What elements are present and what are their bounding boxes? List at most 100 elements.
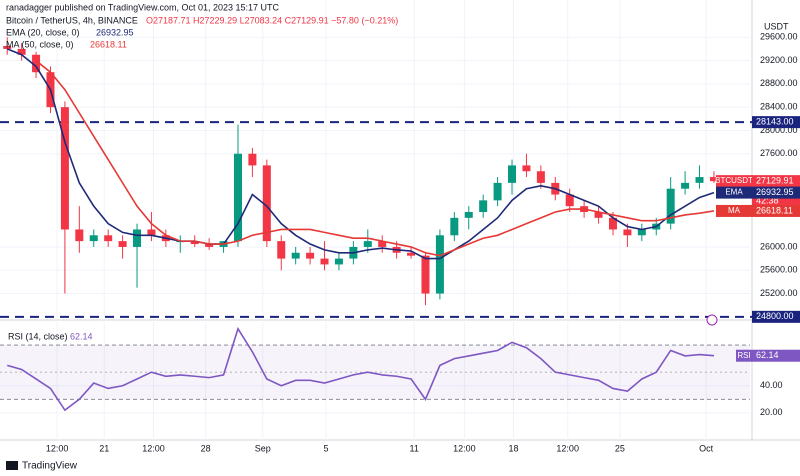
tag-name-box bbox=[716, 186, 752, 199]
candle-body bbox=[233, 153, 242, 242]
x-tick-label: 21 bbox=[99, 443, 109, 453]
candle-body bbox=[623, 229, 632, 236]
tag-timer: 42:38 bbox=[756, 196, 779, 206]
tag-name-box bbox=[716, 175, 752, 188]
candle-body bbox=[536, 171, 545, 183]
candle-body bbox=[522, 165, 531, 172]
level-tag bbox=[752, 116, 800, 129]
tag-value-box bbox=[752, 186, 800, 199]
candle-body bbox=[709, 177, 718, 182]
tag-name-box bbox=[736, 349, 752, 362]
candle-body bbox=[205, 244, 214, 247]
candle-body bbox=[17, 48, 26, 55]
y-tick-label: 28800.00 bbox=[760, 78, 798, 88]
tag-value-box bbox=[752, 349, 800, 362]
candle-body bbox=[118, 241, 127, 247]
ma-legend-value: 26618.11 bbox=[90, 39, 127, 49]
y-tick-label: 26000.00 bbox=[760, 241, 798, 251]
candle-body bbox=[695, 177, 704, 183]
tag-name: EMA bbox=[725, 188, 743, 197]
y-tick-label: 29200.00 bbox=[760, 55, 798, 65]
candle-body bbox=[248, 153, 257, 166]
candle-body bbox=[334, 258, 343, 265]
tag-name: MA bbox=[728, 206, 741, 215]
candle-body bbox=[479, 200, 488, 212]
logo-text: TradingView bbox=[22, 461, 78, 472]
candle-body bbox=[608, 217, 617, 230]
level-tag bbox=[752, 310, 800, 323]
rsi-line bbox=[6, 326, 715, 412]
candle-body bbox=[378, 241, 387, 247]
tag-value-box bbox=[752, 204, 800, 217]
candle-body bbox=[407, 252, 416, 256]
candle-body bbox=[565, 194, 574, 207]
candle-body bbox=[508, 165, 517, 183]
rsi-legend: RSI (14, close) bbox=[8, 331, 68, 341]
candle-body bbox=[450, 217, 459, 236]
y-tick-label: 27600.00 bbox=[760, 148, 798, 158]
candle-body bbox=[681, 182, 690, 189]
candle-body bbox=[306, 252, 315, 259]
symbol: Bitcoin / TetherUS, 4h, BINANCE bbox=[6, 15, 138, 25]
candle-body bbox=[32, 54, 41, 73]
level-label: 24800.00 bbox=[756, 311, 794, 321]
candle-body bbox=[421, 255, 430, 294]
candle-body bbox=[133, 229, 142, 247]
y-tick-label: 20.00 bbox=[760, 407, 783, 417]
x-tick-label: 12:00 bbox=[453, 443, 476, 453]
ohlc: O27187.71 H27229.29 L27083.24 C27129.91 … bbox=[146, 15, 398, 25]
candle-body bbox=[190, 241, 199, 245]
y-tick-label: 40.00 bbox=[760, 380, 783, 390]
icon bbox=[706, 314, 718, 326]
candle-body bbox=[262, 165, 271, 242]
candle-body bbox=[493, 182, 502, 201]
x-tick-label: 28 bbox=[201, 443, 211, 453]
candle-body bbox=[3, 46, 12, 49]
tag-value: 27129.91 bbox=[756, 176, 794, 186]
candle-body bbox=[60, 107, 69, 230]
series-line bbox=[35, 59, 715, 257]
tag-value: 26618.11 bbox=[756, 205, 793, 215]
candle-body bbox=[363, 241, 372, 247]
ema-legend-value: 26932.95 bbox=[96, 27, 134, 37]
candle-body bbox=[637, 229, 646, 236]
x-tick-label: Sep bbox=[255, 443, 271, 453]
ema-legend: EMA (20, close, 0) bbox=[6, 27, 80, 37]
y-tick-label: 28400.00 bbox=[760, 102, 798, 112]
tag-name-box bbox=[716, 204, 752, 217]
candle-body bbox=[291, 252, 300, 259]
x-tick-label: Oct bbox=[699, 443, 714, 453]
candle-body bbox=[464, 212, 473, 218]
candle-body bbox=[104, 235, 113, 242]
series-line bbox=[6, 48, 715, 260]
tag-name: RSI bbox=[737, 351, 750, 360]
tag-name: BTCUSDT bbox=[715, 176, 753, 185]
tag-value: 62.14 bbox=[756, 350, 779, 360]
x-tick-label: 12:00 bbox=[142, 443, 165, 453]
candle-body bbox=[666, 188, 675, 224]
published: ranadagger published on TradingView.com,… bbox=[6, 2, 280, 12]
candle-body bbox=[320, 258, 329, 265]
candle-body bbox=[89, 235, 98, 242]
x-tick-label: 5 bbox=[323, 443, 328, 453]
x-tick-label: 12:00 bbox=[556, 443, 579, 453]
x-tick-label: 18 bbox=[508, 443, 518, 453]
candle-body bbox=[435, 235, 444, 294]
y-tick-label: 28000.00 bbox=[760, 125, 798, 135]
x-tick-label: 12:00 bbox=[46, 443, 69, 453]
candle-body bbox=[75, 229, 84, 242]
candle-body bbox=[147, 229, 156, 236]
x-tick-label: 11 bbox=[410, 443, 419, 453]
candle-body bbox=[594, 212, 603, 218]
currency: USDT bbox=[764, 21, 789, 31]
ma-legend: MA (50, close, 0) bbox=[6, 39, 74, 49]
y-tick-label: 25200.00 bbox=[760, 288, 798, 298]
logo-icon bbox=[6, 461, 18, 470]
y-tick-label: 29600.00 bbox=[760, 32, 798, 42]
x-tick-label: 25 bbox=[615, 443, 625, 453]
y-tick-label: 25600.00 bbox=[760, 265, 798, 275]
rsi-legend-value: 62.14 bbox=[70, 331, 93, 341]
